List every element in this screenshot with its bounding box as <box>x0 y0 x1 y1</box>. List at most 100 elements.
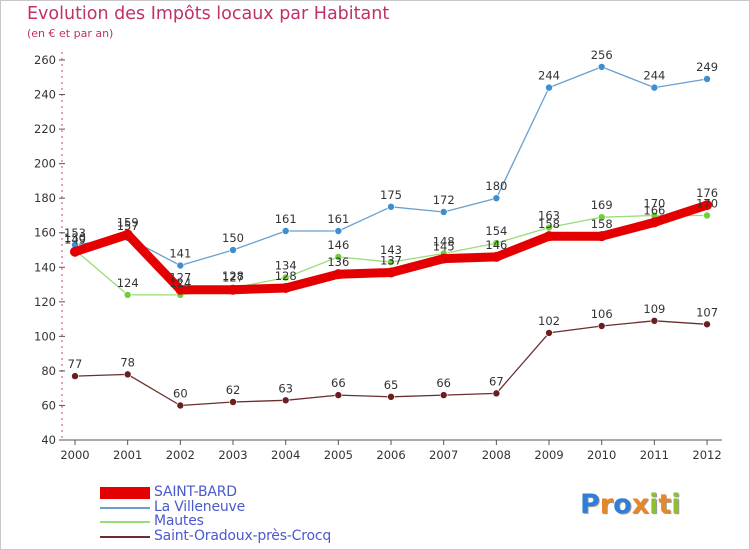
x-tick-label: 2011 <box>640 448 669 462</box>
data-point-saint-oradoux-pr-s-crocq <box>229 398 237 406</box>
data-label-saint-bard: 166 <box>643 203 665 217</box>
y-tick-label: 100 <box>34 329 56 343</box>
y-tick-label: 80 <box>41 364 56 378</box>
data-point-saint-oradoux-pr-s-crocq <box>71 372 79 380</box>
y-tick-label: 140 <box>34 260 56 274</box>
x-tick-label: 2000 <box>60 448 89 462</box>
y-tick-label: 120 <box>34 295 56 309</box>
data-label-mautes: 124 <box>169 276 191 290</box>
data-label-saint-oradoux-pr-s-crocq: 60 <box>173 386 188 400</box>
data-label-la-villeneuve: 256 <box>591 48 613 62</box>
legend-swatch <box>100 506 150 509</box>
legend-label: SAINT-BARD <box>154 484 237 500</box>
x-tick-label: 2001 <box>113 448 142 462</box>
y-tick-label: 240 <box>34 88 56 102</box>
data-point-la-villeneuve <box>334 227 343 235</box>
data-label-saint-oradoux-pr-s-crocq: 62 <box>226 383 241 397</box>
data-label-mautes: 170 <box>643 196 665 210</box>
data-point-saint-oradoux-pr-s-crocq <box>176 401 185 410</box>
data-label-saint-oradoux-pr-s-crocq: 109 <box>643 302 665 316</box>
data-point-saint-bard <box>702 200 713 211</box>
data-label-la-villeneuve: 157 <box>117 219 139 233</box>
data-label-saint-oradoux-pr-s-crocq: 66 <box>436 376 451 390</box>
legend-swatch <box>100 487 150 500</box>
x-tick-label: 2006 <box>376 448 405 462</box>
data-point-saint-bard <box>228 284 239 295</box>
data-label-la-villeneuve: 141 <box>169 247 191 261</box>
chart-title: Evolution des Impôts locaux par Habitant <box>27 4 390 24</box>
data-label-saint-bard: 145 <box>433 240 455 254</box>
data-label-mautes: 143 <box>380 243 402 257</box>
legend-swatch <box>100 535 150 538</box>
x-tick-label: 2009 <box>534 448 563 462</box>
data-point-saint-oradoux-pr-s-crocq <box>123 370 132 379</box>
data-label-saint-oradoux-pr-s-crocq: 66 <box>331 376 346 390</box>
data-label-saint-bard: 159 <box>117 215 139 229</box>
data-point-saint-bard <box>491 251 502 262</box>
data-label-saint-oradoux-pr-s-crocq: 107 <box>696 305 718 319</box>
data-label-saint-bard: 127 <box>169 271 191 285</box>
data-label-la-villeneuve: 180 <box>485 179 507 193</box>
data-label-saint-oradoux-pr-s-crocq: 67 <box>489 374 504 388</box>
data-label-la-villeneuve: 150 <box>222 231 244 245</box>
data-label-mautes: 146 <box>327 238 349 252</box>
axes: 40 60 80 100 120 140 160 180 200 220 240 260 2000 200… <box>34 52 722 462</box>
data-label-mautes: 150 <box>64 231 86 245</box>
data-point-la-villeneuve <box>281 227 290 235</box>
legend: SAINT-BARD La Villeneuve Mautes Saint-Orado… <box>100 484 400 544</box>
data-point-mautes <box>492 239 501 247</box>
y-tick-label: 220 <box>34 122 56 136</box>
data-point-saint-bard <box>175 284 186 295</box>
data-label-saint-bard: 137 <box>380 253 402 267</box>
legend-item-mautes: Mautes <box>100 513 400 530</box>
proxiti-logo: Proxiti <box>580 489 681 520</box>
data-point-saint-bard <box>280 283 291 293</box>
data-point-mautes <box>123 291 132 299</box>
data-point-saint-oradoux-pr-s-crocq <box>439 391 448 399</box>
data-point-la-villeneuve <box>176 261 185 270</box>
data-label-mautes: 128 <box>222 269 244 283</box>
data-point-la-villeneuve <box>387 203 395 211</box>
series-line-saint-oradoux-pr-s-crocq <box>74 320 708 407</box>
data-label-la-villeneuve: 161 <box>327 212 349 226</box>
data-point-la-villeneuve <box>545 83 553 92</box>
data-point-saint-bard <box>544 231 555 242</box>
data-label-mautes: 163 <box>538 209 560 223</box>
data-point-saint-bard <box>596 231 607 242</box>
data-point-saint-bard <box>386 267 397 278</box>
data-point-mautes <box>703 211 711 220</box>
data-point-saint-oradoux-pr-s-crocq <box>597 322 606 330</box>
legend-swatch <box>100 521 150 524</box>
x-tick-label: 2005 <box>324 448 353 462</box>
x-tick-label: 2004 <box>271 448 300 462</box>
data-label-mautes: 170 <box>696 196 718 210</box>
data-label-mautes: 169 <box>591 198 613 212</box>
data-point-la-villeneuve <box>492 194 501 202</box>
data-label-mautes: 124 <box>117 276 139 290</box>
x-tick-label: 2007 <box>429 448 458 462</box>
data-point-la-villeneuve <box>650 83 659 92</box>
data-label-saint-oradoux-pr-s-crocq: 102 <box>538 314 560 328</box>
data-label-saint-bard: 149 <box>64 233 86 247</box>
legend-item-la-villeneuve: La Villeneuve <box>100 498 400 516</box>
x-tick-label: 2012 <box>692 448 721 462</box>
data-label-la-villeneuve: 244 <box>643 69 665 83</box>
y-tick-label: 260 <box>34 53 56 67</box>
legend-item-saint-bard: SAINT-BARD <box>100 484 400 501</box>
data-label-saint-oradoux-pr-s-crocq: 78 <box>120 355 135 369</box>
data-point-saint-bard <box>438 253 449 264</box>
data-label-saint-bard: 128 <box>275 269 297 283</box>
x-tick-label: 2008 <box>482 448 511 462</box>
data-point-saint-bard <box>122 229 133 240</box>
x-tick-label: 2003 <box>218 448 247 462</box>
legend-label: La Villeneuve <box>154 498 246 515</box>
data-point-saint-oradoux-pr-s-crocq <box>387 393 395 401</box>
y-tick-label: 40 <box>41 433 56 447</box>
legend-label: Mautes <box>154 513 204 529</box>
series-layer <box>70 63 713 410</box>
data-label-saint-oradoux-pr-s-crocq: 63 <box>278 381 293 395</box>
data-point-saint-oradoux-pr-s-crocq <box>492 389 501 398</box>
y-tick-label: 200 <box>34 157 56 171</box>
y-tick-label: 180 <box>34 191 56 205</box>
